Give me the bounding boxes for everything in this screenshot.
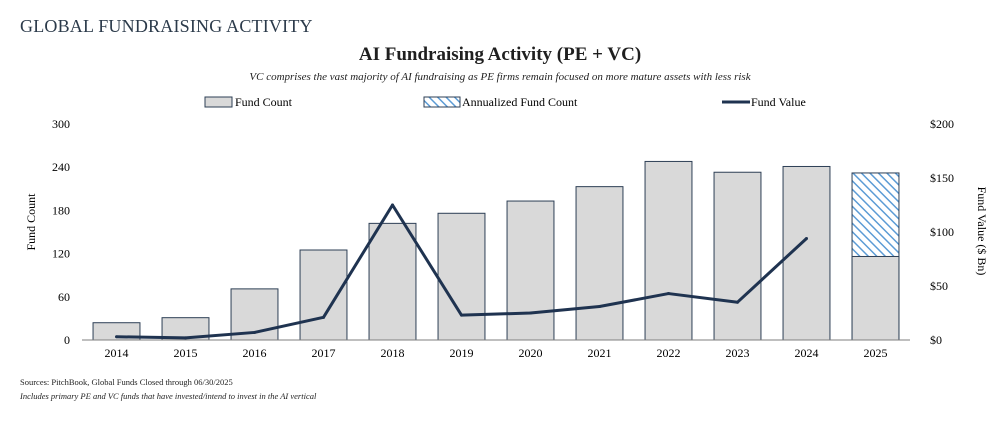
legend-label-annualized: Annualized Fund Count [462,95,578,109]
includes-note: Includes primary PE and VC funds that ha… [20,391,317,401]
fund-value-point-2018 [391,203,394,207]
y-tick-label: 180 [52,203,70,217]
x-tick-label: 2025 [864,346,888,360]
y-tick-label: 300 [52,117,70,131]
bar-fund-count-2018 [368,222,417,341]
bar-fund-count-2021 [575,186,624,341]
fund-value-point-2020 [529,311,532,315]
y2-tick-label: $200 [930,117,954,131]
chart-title: AI Fundraising Activity (PE + VC) [358,44,642,65]
fund-value-point-2014 [115,335,118,339]
x-tick-label: 2019 [450,346,474,360]
legend-swatch-fund-count [204,96,233,108]
x-tick-label: 2022 [657,346,681,360]
fund-value-point-2015 [184,336,187,340]
x-tick-label: 2018 [381,346,405,360]
section-title: GLOBAL FUNDRAISING ACTIVITY [20,16,313,36]
x-tick-label: 2020 [519,346,543,360]
legend: Fund Count Annualized Fund Count Fund Va… [204,95,806,109]
bar-fund-count-2023 [713,171,762,341]
y2-tick-label: $100 [930,225,954,239]
x-tick-label: 2015 [174,346,198,360]
legend-label-fund-value: Fund Value [751,95,806,109]
fund-value-point-2017 [322,315,325,319]
fund-value-point-2016 [253,330,256,334]
chart-subtitle: VC comprises the vast majority of AI fun… [249,71,751,83]
bar-fund-count-2025 [851,255,900,341]
y-tick-label: 60 [58,290,70,304]
y-tick-label: 0 [64,333,70,347]
x-tick-label: 2014 [105,346,129,360]
sources-note: Sources: PitchBook, Global Funds Closed … [20,377,233,387]
x-tick-label: 2021 [588,346,612,360]
fund-value-point-2022 [667,292,670,296]
y2-tick-label: $150 [930,171,954,185]
x-tick-label: 2024 [795,346,819,360]
fund-value-point-2021 [598,305,601,309]
y2-axis-title: Fund Value ($ Bn) [975,187,989,276]
y2-tick-label: $50 [930,279,948,293]
x-tick-label: 2023 [726,346,750,360]
fund-value-point-2023 [736,300,739,304]
bar-fund-count-2020 [506,200,555,341]
legend-label-fund-count: Fund Count [235,95,293,109]
bar-fund-count-2019 [437,212,486,341]
y2-tick-label: $0 [930,333,942,347]
x-tick-label: 2016 [243,346,267,360]
x-tick-label: 2017 [312,346,336,360]
bar-fund-count-2017 [299,249,348,341]
y-tick-label: 240 [52,160,70,174]
bar-fund-count-2022 [644,160,693,341]
fund-value-point-2024 [805,236,808,240]
y-tick-label: 120 [52,247,70,261]
legend-swatch-annualized [423,96,461,108]
fund-value-point-2019 [460,313,463,317]
y-axis-title: Fund Count [24,193,38,251]
